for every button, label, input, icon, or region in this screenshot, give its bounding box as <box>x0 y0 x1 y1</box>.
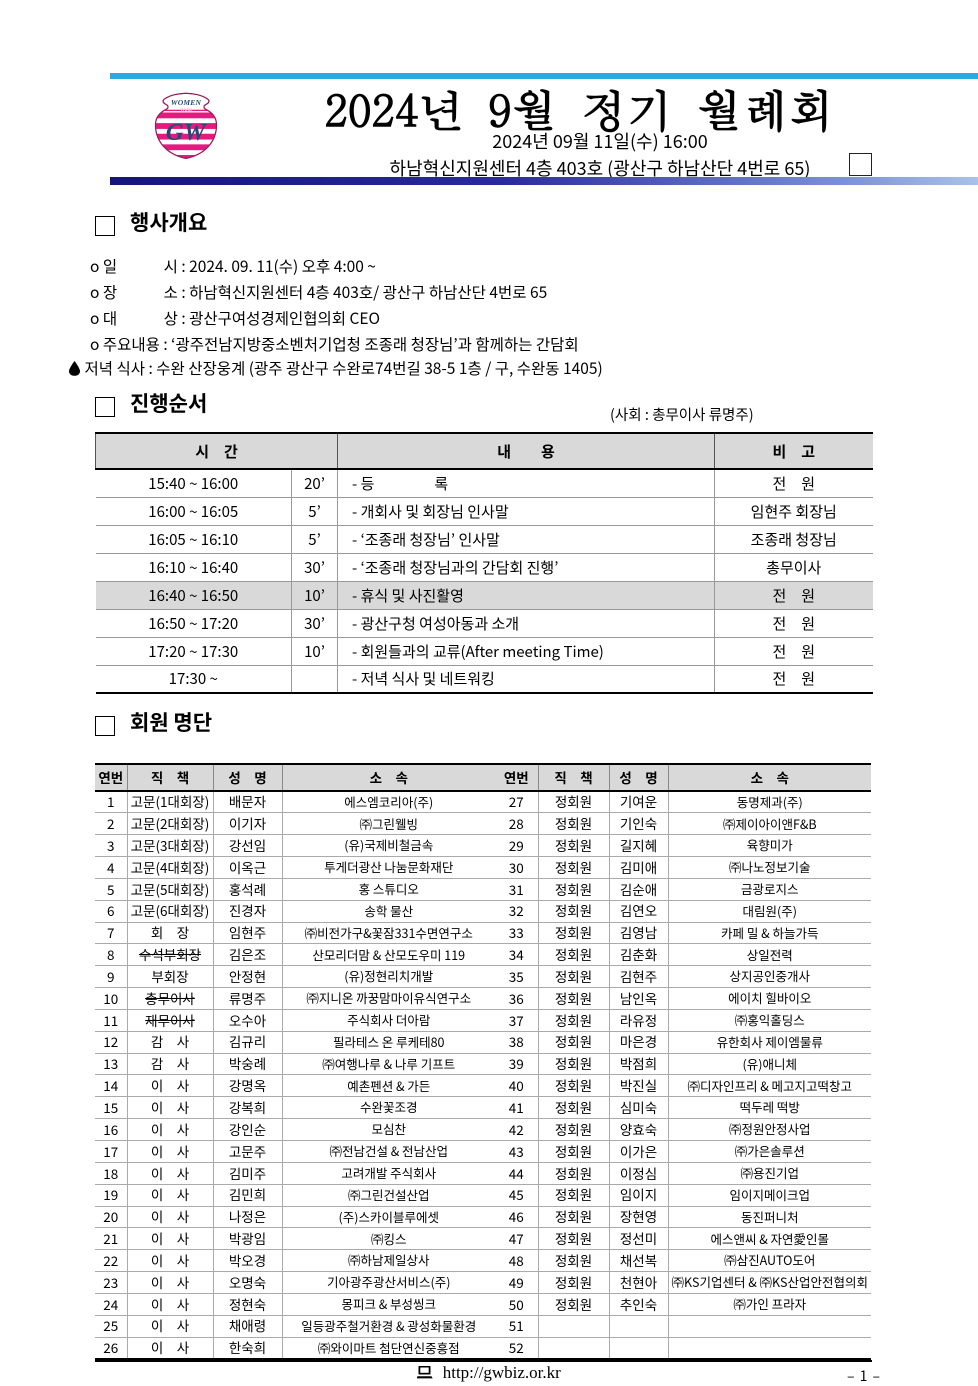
svg-text:2008: 2008 <box>180 108 192 114</box>
svg-text:GW: GW <box>166 119 208 146</box>
svg-text:WOMEN: WOMEN <box>171 98 202 107</box>
